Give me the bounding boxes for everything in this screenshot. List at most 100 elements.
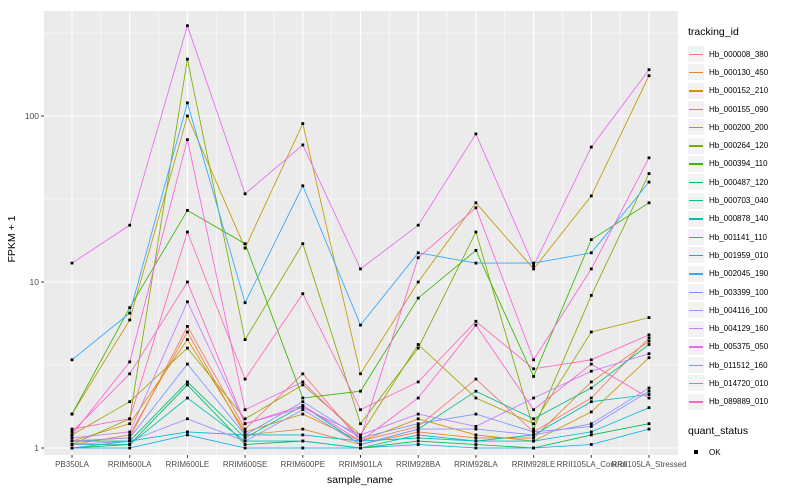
data-point-marker — [301, 427, 305, 431]
data-point-marker — [359, 443, 362, 446]
data-point-marker — [647, 201, 651, 205]
data-point-marker — [532, 375, 535, 378]
data-point-marker — [532, 367, 535, 371]
data-point-marker — [647, 422, 651, 426]
legend-item: Hb_000487_120 — [688, 173, 798, 191]
data-point-marker — [243, 436, 247, 440]
data-point-marker — [301, 383, 305, 387]
legend-item: Hb_001141_110 — [688, 228, 798, 246]
legend-swatch-line — [689, 90, 703, 92]
data-point-marker — [359, 433, 362, 437]
data-point-marker — [589, 194, 593, 198]
data-point-marker — [589, 386, 593, 390]
legend-item-label: Hb_000200_200 — [709, 122, 769, 132]
data-point-marker — [416, 412, 420, 416]
legend-swatch-line — [689, 328, 703, 330]
data-point-marker — [128, 318, 132, 322]
data-point-marker — [589, 238, 593, 241]
data-point-marker — [416, 256, 420, 260]
data-point-marker — [186, 417, 189, 421]
data-point-marker — [128, 372, 132, 376]
data-point-marker — [301, 122, 305, 125]
data-point-marker — [532, 427, 535, 431]
legend-line-swatch — [688, 375, 704, 392]
legend-swatch-line — [689, 200, 703, 202]
x-tick-label: RRII105LA_Control — [557, 460, 627, 469]
data-point-marker — [474, 132, 478, 136]
data-point-marker — [359, 439, 362, 443]
legend-item: Hb_011512_160 — [688, 356, 798, 374]
data-point-marker — [128, 417, 132, 421]
data-point-marker — [301, 412, 305, 416]
legend-swatch-line — [689, 145, 703, 147]
data-point-marker — [186, 138, 189, 142]
legend-item-label: Hb_005375_050 — [709, 342, 769, 352]
quant-status-title: quant_status — [688, 424, 749, 437]
legend-item: Hb_000008_380 — [688, 45, 798, 63]
data-point-marker — [647, 406, 651, 410]
legend-item-label: Hb_004129_160 — [709, 324, 769, 334]
data-point-marker — [416, 223, 420, 227]
data-point-marker — [128, 360, 132, 364]
data-point-marker — [243, 301, 247, 305]
x-tick-label: RRIM600PE — [281, 460, 325, 469]
legend-line-swatch — [688, 210, 704, 227]
data-point-marker — [301, 143, 305, 147]
legend-line-swatch — [688, 284, 704, 300]
data-point-marker — [186, 325, 189, 328]
data-point-marker — [416, 346, 420, 350]
data-point-marker — [70, 446, 74, 450]
legend-item-label: Hb_011512_160 — [709, 360, 768, 370]
data-point-marker — [186, 338, 189, 341]
data-point-marker — [589, 251, 593, 255]
data-point-marker — [186, 101, 189, 105]
data-point-marker — [359, 267, 362, 271]
data-point-marker — [186, 280, 189, 284]
legend-item: Hb_000200_200 — [688, 118, 798, 136]
x-tick-label: RRIM928LA — [454, 460, 498, 469]
legend-item: Hb_000130_450 — [688, 63, 798, 81]
legend-line-swatch — [688, 46, 704, 63]
data-point-marker — [474, 201, 478, 205]
legend-item-label: Hb_000703_040 — [709, 196, 769, 206]
data-point-marker — [243, 192, 247, 196]
legend-line-swatch — [688, 174, 704, 191]
data-point-marker — [532, 396, 535, 400]
data-point-marker — [128, 306, 132, 310]
data-point-marker — [532, 433, 535, 437]
data-point-marker — [532, 264, 535, 268]
data-point-marker — [359, 323, 362, 327]
data-point-marker — [301, 242, 305, 246]
legend-line-swatch — [688, 64, 704, 81]
data-point-marker — [70, 430, 74, 434]
data-point-marker — [589, 369, 593, 373]
data-point-marker — [474, 443, 478, 446]
legend-item-label: Hb_000130_450 — [709, 67, 769, 77]
data-point-marker — [128, 443, 132, 446]
y-tick-label: 1 — [34, 443, 39, 453]
y-tick-label: 10 — [30, 277, 40, 287]
legend-swatch-line — [689, 218, 703, 220]
data-point-marker — [474, 230, 478, 234]
legend-line-swatch — [688, 247, 704, 264]
x-tick-label: RRIM600LA — [108, 460, 152, 469]
data-point-marker — [589, 425, 593, 428]
data-point-marker — [186, 209, 189, 212]
data-point-marker — [416, 380, 420, 384]
data-point-marker — [532, 358, 535, 362]
data-point-marker — [474, 439, 478, 443]
legend-item-label: Hb_014720_010 — [709, 378, 769, 388]
legend-line-swatch — [688, 265, 704, 282]
data-point-marker — [589, 396, 593, 400]
quant-status-items: OK — [688, 443, 798, 461]
y-axis-title: FPKM + 1 — [6, 215, 18, 263]
data-point-marker — [647, 396, 651, 400]
x-tick-label: RRIM928BA — [396, 460, 441, 469]
legend-swatch-line — [689, 126, 703, 129]
legend-swatch-line — [689, 108, 703, 110]
data-point-marker — [186, 430, 189, 434]
legend-item: Hb_000264_120 — [688, 136, 798, 154]
data-point-marker — [359, 389, 362, 393]
data-point-marker — [416, 425, 420, 428]
data-point-marker — [532, 446, 535, 450]
